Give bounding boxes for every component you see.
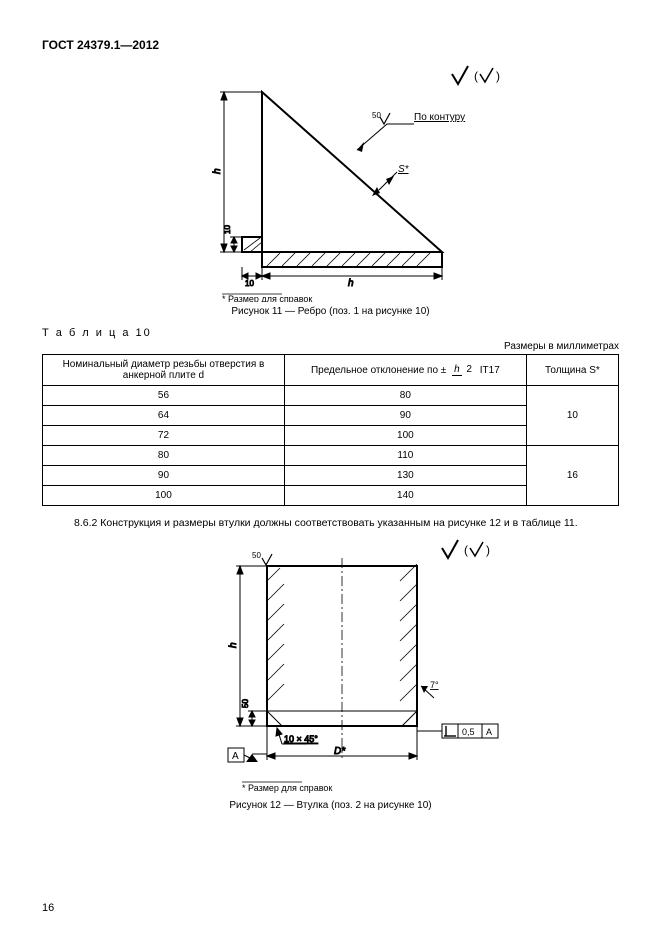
s-cell-2: 16 xyxy=(526,446,618,506)
svg-text:): ) xyxy=(486,543,490,557)
svg-text:50: 50 xyxy=(252,551,261,560)
chamfer-note: 10 × 45° xyxy=(276,728,318,744)
chamfer-50: 50 xyxy=(252,551,272,565)
page: ГОСТ 24379.1—2012 ( ) xyxy=(0,0,661,936)
svg-text:(: ( xyxy=(464,543,468,557)
surface-symbol-icon: ( ) xyxy=(442,540,490,558)
figure-12-caption: Рисунок 12 — Втулка (поз. 2 на рисунке 1… xyxy=(42,800,619,811)
s-star-label: S* xyxy=(372,164,410,196)
table-row: 80110 16 xyxy=(43,446,619,466)
doc-header: ГОСТ 24379.1—2012 xyxy=(42,38,619,52)
svg-text:10 × 45°: 10 × 45° xyxy=(284,734,318,744)
datum-a: А xyxy=(228,748,267,762)
table-10-units: Размеры в миллиметрах xyxy=(42,341,619,352)
fig11-footnote: * Размер для справок xyxy=(222,294,312,302)
dim-h-bottom: h xyxy=(262,267,442,289)
svg-text:0,5: 0,5 xyxy=(462,727,475,737)
table-10-block: Т а б л и ц а 10 Размеры в миллиметрах Н… xyxy=(42,327,619,506)
col1-header: Номинальный диаметр резьбы отверстия в а… xyxy=(43,355,285,386)
dim-50-vert: 50 xyxy=(241,699,267,726)
col2-header: Предельное отклонение по ± h 2 IT17 xyxy=(284,355,526,386)
svg-text:7°: 7° xyxy=(430,680,439,690)
svg-text:h: h xyxy=(348,278,354,289)
rib-outline xyxy=(242,92,442,267)
tolerance-frame: 0,5 А xyxy=(417,724,498,738)
svg-text:): ) xyxy=(496,69,500,83)
col3-header: Толщина S* xyxy=(526,355,618,386)
table-10: Номинальный диаметр резьбы отверстия в а… xyxy=(42,354,619,506)
svg-text:А: А xyxy=(486,727,492,737)
table-row: 5680 10 xyxy=(43,386,619,406)
svg-text:50: 50 xyxy=(372,111,381,120)
contour-label: По контуру 50 xyxy=(357,111,465,152)
angle-7: 7° xyxy=(421,680,439,698)
page-number: 16 xyxy=(42,902,54,914)
svg-text:h: h xyxy=(228,642,239,648)
svg-text:А: А xyxy=(232,751,239,762)
figure-12: ( ) xyxy=(172,536,532,796)
svg-text:10: 10 xyxy=(245,279,254,288)
svg-text:S*: S* xyxy=(398,164,410,175)
dim-10-bottom: 10 xyxy=(242,267,262,288)
fig12-footnote: * Размер для справок xyxy=(242,783,332,793)
svg-text:h: h xyxy=(212,168,223,174)
svg-text:50: 50 xyxy=(241,699,250,708)
svg-text:D*: D* xyxy=(334,746,346,757)
surface-symbol-icon: ( ) xyxy=(452,66,500,84)
table-10-label: Т а б л и ц а 10 xyxy=(42,327,619,339)
figure-11: ( ) xyxy=(182,62,522,302)
s-cell-1: 10 xyxy=(526,386,618,446)
svg-text:10: 10 xyxy=(223,225,232,234)
figure-11-caption: Рисунок 11 — Ребро (поз. 1 на рисунке 10… xyxy=(42,306,619,317)
svg-text:По контуру: По контуру xyxy=(414,112,465,123)
dim-h-vert: h xyxy=(212,92,262,252)
svg-text:(: ( xyxy=(474,69,478,83)
para-8-6-2: 8.6.2 Конструкция и размеры втулки должн… xyxy=(42,516,619,530)
